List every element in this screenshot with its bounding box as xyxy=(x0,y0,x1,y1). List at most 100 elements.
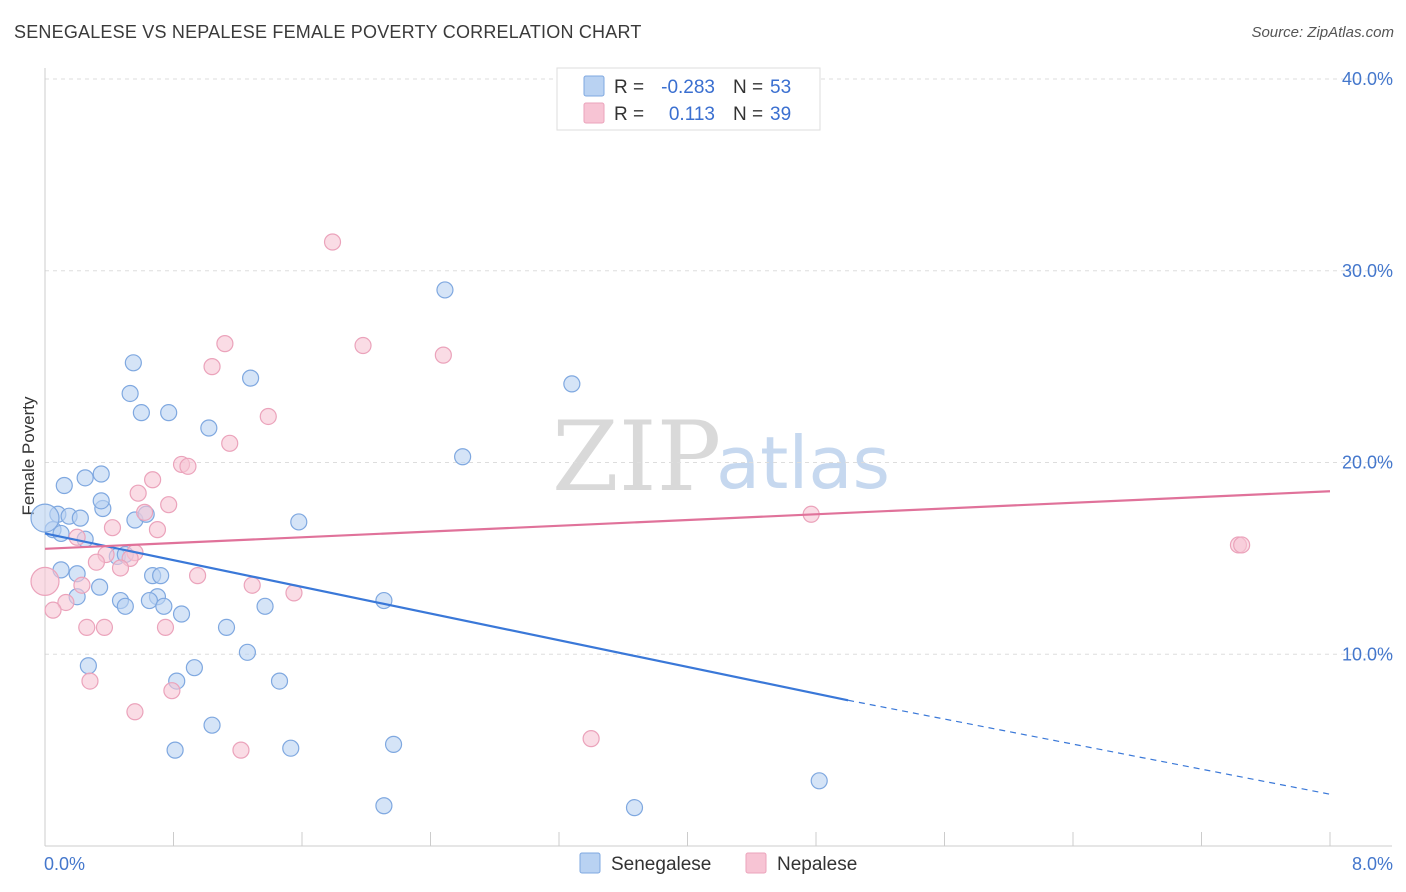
trend-line-senegalese-extrapolated xyxy=(848,699,1331,795)
point-senegalese xyxy=(79,657,97,675)
point-senegalese xyxy=(200,419,218,437)
point-nepalese xyxy=(582,730,600,748)
point-senegalese xyxy=(132,404,150,422)
point-senegalese xyxy=(238,643,256,661)
point-senegalese xyxy=(375,591,393,610)
point-senegalese xyxy=(242,369,260,387)
y-tick-label: 40.0% xyxy=(1342,69,1393,89)
point-senegalese xyxy=(160,404,178,422)
point-nepalese xyxy=(188,567,207,585)
chart-title: SENEGALESE VS NEPALESE FEMALE POVERTY CO… xyxy=(14,22,642,42)
point-nepalese xyxy=(68,528,86,546)
legend-stats: R = -0.283 N = 53 R = 0.113 N = 39 xyxy=(556,67,821,131)
point-nepalese xyxy=(87,553,106,571)
point-senegalese xyxy=(30,503,60,533)
point-nepalese xyxy=(434,346,452,364)
legend-bottom-swatch-nepalese xyxy=(745,852,767,874)
point-senegalese xyxy=(375,797,393,815)
x-axis-ticks xyxy=(44,832,1331,846)
point-nepalese xyxy=(95,618,114,637)
point-senegalese xyxy=(436,281,454,299)
point-senegalese xyxy=(76,469,94,487)
point-senegalese xyxy=(140,591,159,610)
legend-bottom-label-senegalese: Senegalese xyxy=(611,854,711,875)
point-nepalese xyxy=(1233,536,1251,554)
point-nepalese xyxy=(148,521,167,539)
legend-bottom-swatch-senegalese xyxy=(579,852,601,874)
source-label: Source: ZipAtlas.com xyxy=(1251,24,1394,41)
x-tick-label-min: 0.0% xyxy=(44,854,85,874)
point-nepalese xyxy=(44,601,62,619)
point-senegalese xyxy=(121,384,139,403)
legend-bottom-label-nepalese: Nepalese xyxy=(777,854,857,875)
legend-n-label-nepalese: N = xyxy=(733,104,763,125)
y-axis-label: Female Poverty xyxy=(19,396,38,516)
point-nepalese xyxy=(57,593,75,612)
point-nepalese xyxy=(163,682,181,700)
point-senegalese xyxy=(92,465,110,483)
series-senegalese-points xyxy=(30,281,828,817)
point-senegalese xyxy=(256,597,274,615)
point-senegalese xyxy=(384,735,403,753)
y-tick-labels: 10.0% 20.0% 30.0% 40.0% xyxy=(1342,69,1393,664)
point-senegalese xyxy=(155,597,173,615)
y-tick-label: 30.0% xyxy=(1342,261,1393,281)
point-nepalese xyxy=(126,703,144,721)
legend-r-label-senegalese: R = xyxy=(614,77,644,98)
legend-swatch-nepalese xyxy=(583,102,605,124)
point-senegalese xyxy=(185,659,203,677)
point-senegalese xyxy=(124,354,142,372)
point-senegalese xyxy=(203,716,221,734)
point-nepalese xyxy=(135,503,154,521)
point-nepalese xyxy=(129,484,147,502)
point-senegalese xyxy=(270,672,289,690)
point-senegalese xyxy=(116,597,134,615)
point-nepalese xyxy=(232,741,250,759)
point-nepalese xyxy=(354,336,372,355)
point-senegalese xyxy=(172,605,191,623)
legend-r-value-nepalese: 0.113 xyxy=(669,104,715,125)
point-nepalese xyxy=(73,576,91,594)
point-nepalese xyxy=(243,576,261,594)
point-senegalese xyxy=(810,772,828,790)
watermark-zip: ZIP xyxy=(552,401,721,513)
point-senegalese xyxy=(217,618,236,637)
point-senegalese xyxy=(563,375,581,393)
point-nepalese xyxy=(216,335,234,353)
trend-lines xyxy=(44,490,1331,795)
series-nepalese-points xyxy=(30,233,1251,759)
point-nepalese xyxy=(323,233,342,251)
legend-swatch-senegalese xyxy=(583,75,605,97)
legend-series: Senegalese Nepalese xyxy=(579,852,857,875)
point-nepalese xyxy=(179,457,197,475)
point-nepalese xyxy=(103,519,122,537)
point-senegalese xyxy=(92,492,110,510)
point-senegalese xyxy=(625,799,644,817)
trend-line-senegalese xyxy=(44,532,849,702)
x-tick-label-max: 8.0% xyxy=(1352,854,1393,874)
point-nepalese xyxy=(160,496,178,514)
point-nepalese xyxy=(221,434,239,452)
legend-n-label-senegalese: N = xyxy=(733,77,763,98)
y-tick-label: 10.0% xyxy=(1342,644,1393,664)
point-senegalese xyxy=(152,567,170,585)
point-senegalese xyxy=(282,739,300,757)
point-senegalese xyxy=(91,578,109,596)
trend-line-nepalese xyxy=(44,490,1331,550)
point-senegalese xyxy=(166,741,184,759)
legend-r-value-senegalese: -0.283 xyxy=(661,77,715,98)
point-nepalese xyxy=(111,559,130,577)
legend-n-value-senegalese: 53 xyxy=(770,77,791,98)
point-nepalese xyxy=(30,566,60,596)
point-nepalese xyxy=(144,471,162,489)
point-senegalese xyxy=(454,448,472,466)
point-nepalese xyxy=(259,407,277,426)
point-senegalese xyxy=(290,513,308,531)
legend-n-value-nepalese: 39 xyxy=(770,104,791,125)
y-tick-label: 20.0% xyxy=(1342,453,1393,473)
point-senegalese xyxy=(55,476,73,495)
point-nepalese xyxy=(156,618,175,637)
gridlines xyxy=(45,78,1392,655)
point-nepalese xyxy=(78,618,96,637)
